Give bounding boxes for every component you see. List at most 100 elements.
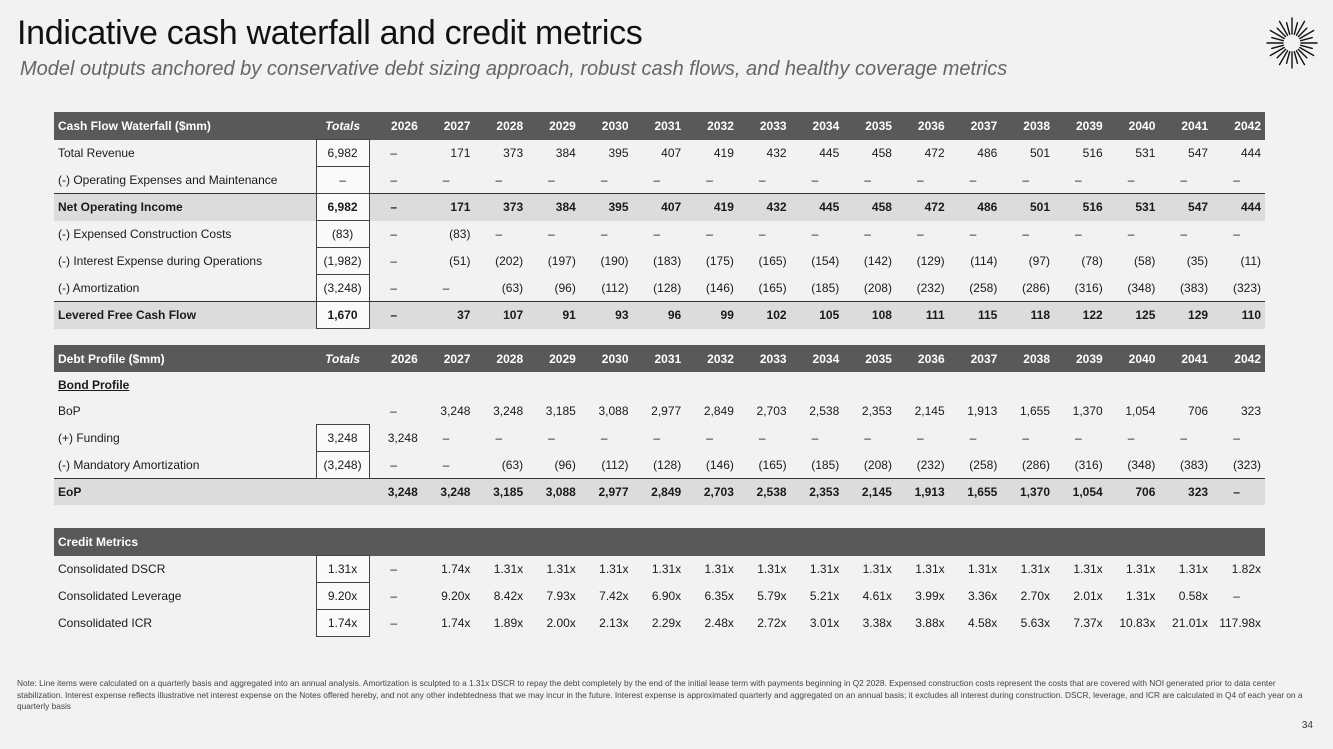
row-value: 125 [1106,301,1160,329]
row-value: 384 [527,193,580,221]
logo-ray [1295,20,1306,36]
row-value: 2.72x [757,616,787,630]
year-header: 2040 [1106,345,1160,372]
row-value: – [495,172,503,187]
row-value: 7.42x [599,589,629,603]
row-value: (35) [1186,254,1209,268]
row-value: – [1233,172,1240,187]
row-value: 99 [685,301,738,329]
logo-ray [1293,22,1299,36]
row-value: 547 [1188,146,1209,160]
row-value: – [369,301,422,329]
year-header: 2042 [1212,112,1265,140]
row-value: – [390,562,397,576]
row-value: 129 [1159,301,1213,329]
row-value: – [706,227,713,241]
row-value: 2,849 [703,404,734,419]
row-value: (258) [969,457,998,472]
year-header: 2036 [895,345,949,372]
row-value: 5.63x [1020,616,1050,630]
row-value: 122 [1054,301,1107,329]
logo-ray [1297,27,1308,38]
row-value: – [1022,431,1029,445]
cash-flow-table: Cash Flow Waterfall ($mm) Totals 2026 2027 2… [54,112,1265,329]
year-header: 2034 [790,345,844,372]
row-value: – [758,227,766,241]
row-value: – [548,431,555,445]
row-value: – [1233,431,1240,445]
row-value: 5.79x [757,589,787,603]
row-total: 3,248 [315,424,370,452]
row-total: – [315,166,370,194]
row-value: – [969,431,977,445]
row-label: EoP [54,478,317,505]
row-value: 2,353 [790,478,844,505]
row-value: – [1127,431,1135,445]
row-value: (208) [863,280,892,295]
logo-ray [1299,46,1315,57]
year-header: 2033 [737,345,791,372]
row-value: 3,248 [421,478,475,505]
row-value: – [1180,172,1188,187]
row-value: – [1022,172,1029,187]
row-value: – [758,431,766,445]
row-value: 93 [579,301,633,329]
row-value: 1,370 [1001,478,1054,505]
row-total: 9.20x [315,582,370,610]
year-header: 2038 [1001,112,1054,140]
logo-ray [1271,44,1285,50]
row-value: – [1075,227,1082,241]
table-row: EoP 3,248 3,248 3,185 3,088 2,977 2,849 2,703 2,… [54,478,1265,505]
logo-ray [1278,50,1289,66]
row-value: 444 [1240,146,1261,160]
logo-ray [1271,36,1285,42]
section-header-row: Debt Profile ($mm) Totals 2026 2027 2028 2029… [54,345,1265,372]
row-value: (383) [1180,457,1209,472]
year-header: 2042 [1212,345,1265,372]
row-value: – [442,172,450,187]
row-value: 102 [737,301,791,329]
row-value: – [1233,589,1240,603]
row-value: (197) [547,254,576,268]
row-value: 458 [843,193,896,221]
row-value: 516 [1054,193,1107,221]
row-value: 110 [1212,301,1265,329]
row-value: 96 [632,301,686,329]
row-value: (63) [501,280,524,295]
row-value: 407 [661,146,682,160]
row-value: 444 [1212,193,1265,221]
row-value: (183) [653,254,682,268]
year-header: 2029 [527,112,580,140]
year-header: 2031 [632,345,686,372]
row-value: 419 [685,193,738,221]
row-value: (146) [705,457,734,472]
row-value: 2,353 [861,404,892,419]
logo-ray [1269,29,1285,40]
row-value: 2.29x [651,616,682,630]
section-header-fill [316,528,1265,556]
row-value: – [706,431,713,445]
row-value: 1.31x [862,562,892,576]
year-header: 2029 [527,345,580,372]
row-value: 3.01x [809,616,840,630]
row-label: Consolidated Leverage [58,589,182,603]
row-value: – [442,431,450,445]
row-value: (316) [1074,280,1103,295]
year-header: 2038 [1001,345,1054,372]
row-value: 111 [895,301,949,329]
row-value: 1,913 [967,404,998,419]
row-value: 6.90x [651,589,682,603]
row-value: 323 [1240,404,1261,419]
row-value: 472 [924,146,945,160]
row-value: 3,185 [545,404,576,419]
row-value: – [1075,431,1082,445]
row-total: (3,248) [315,451,370,479]
year-header: 2039 [1054,112,1107,140]
row-value: 486 [948,193,1002,221]
row-label: (-) Amortization [58,280,140,295]
logo-ray [1269,46,1285,57]
row-value: 4.58x [967,616,998,630]
row-value: – [390,280,397,295]
row-value: – [1022,227,1029,241]
row-value: 384 [555,146,576,160]
